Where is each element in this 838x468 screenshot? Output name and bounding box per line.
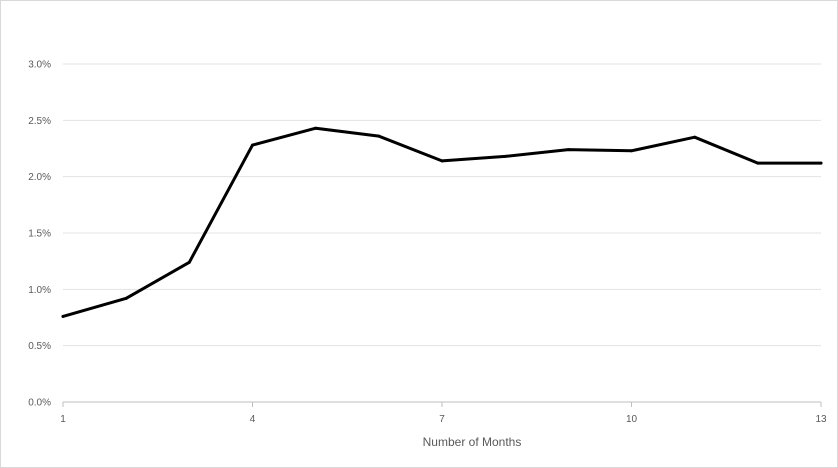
y-tick-label: 1.5% [28,229,51,240]
data-point [440,159,444,163]
y-tick-label: 0.5% [28,341,51,352]
data-point [819,161,823,165]
series-layer [61,126,823,318]
data-point [187,260,191,264]
x-tick-label: 1 [60,414,66,425]
y-tick-label: 0.0% [28,398,51,409]
data-point [314,126,318,130]
series-line [61,126,823,318]
y-tick-label: 2.5% [28,116,51,127]
data-point [61,314,65,318]
data-point [630,149,633,153]
data-point [693,135,697,139]
x-axis-ticks: 1 4 7 10 13 [60,402,827,425]
data-point [377,134,381,138]
data-point [566,148,570,152]
data-point [503,154,507,158]
x-tick-label: 10 [626,414,638,425]
y-tick-label: 2.0% [28,172,51,183]
data-point [756,161,760,165]
x-tick-label: 4 [250,414,256,425]
y-axis-ticks: 0.0% 0.5% 1.0% 1.5% 2.0% 2.5% 3.0% [28,60,51,409]
data-point [124,296,128,300]
x-tick-label: 13 [815,414,827,425]
gridlines [63,63,821,403]
x-tick-label: 7 [439,414,445,425]
x-axis-title: Number of Months [423,435,522,449]
y-tick-label: 3.0% [28,60,51,71]
data-point [251,143,254,147]
y-tick-label: 1.0% [28,285,51,296]
